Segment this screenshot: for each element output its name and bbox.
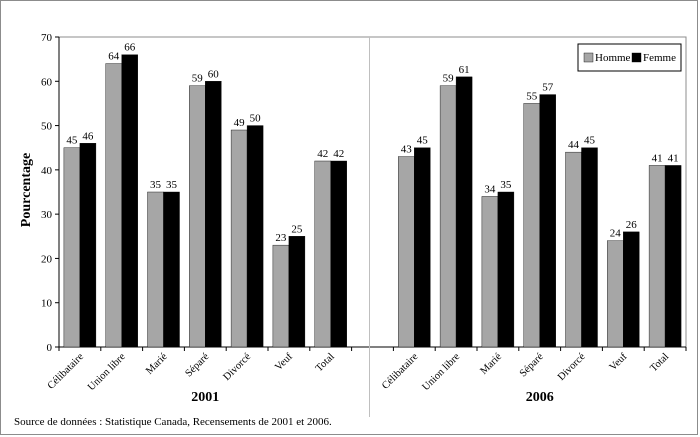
data-label: 45 [417,135,429,147]
bar-homme [230,129,248,348]
legend-box [577,43,682,72]
data-label: 66 [124,42,136,54]
bar-homme [481,196,499,348]
bar-femme [539,94,556,348]
data-label: 49 [234,117,246,129]
data-label: 41 [652,152,663,164]
bar-femme [121,54,138,348]
legend-label-homme: Homme [595,52,631,64]
data-label: 45 [584,135,596,147]
bar-homme [648,165,666,348]
category-label: Marié [479,351,505,377]
data-label: 46 [82,130,94,142]
bar-homme [272,244,290,348]
legend: Homme Femme [577,43,682,72]
data-label: 59 [443,73,455,85]
bar-femme [330,160,347,348]
bar-homme [439,85,457,348]
data-label: 25 [291,223,303,235]
y-tick-label: 10 [41,298,53,310]
data-label: 41 [668,152,679,164]
bar-homme [63,147,81,348]
category-label: Divorcé [556,351,588,383]
data-label: 59 [192,73,204,85]
y-tick-label: 20 [41,253,53,265]
data-label: 61 [459,64,470,76]
bar-femme [288,236,306,348]
bars [63,54,682,348]
data-label: 35 [500,179,512,191]
data-label: 24 [610,228,622,240]
data-label: 42 [317,148,328,160]
source-note: Source de données : Statistique Canada, … [14,416,332,428]
bar-femme [163,191,180,348]
data-label: 26 [626,219,638,231]
bar-femme [414,147,431,348]
data-label: 64 [108,51,120,63]
y-tick-label: 0 [47,342,53,354]
y-tick-label: 70 [41,32,53,44]
data-label: 45 [66,135,78,147]
group-label: 2001 [191,390,219,405]
bar-homme [314,160,331,348]
category-label: Séparé [518,351,546,379]
data-label: 23 [275,232,287,244]
data-label: 60 [208,68,220,80]
category-label: Célibataire [380,351,421,392]
data-labels: 45 46 64 66 35 35 59 60 49 50 23 25 42 42 43 45 59 61 34 35… [66,42,678,244]
category-label: Total [314,351,337,374]
category-label: Divorcé [222,351,254,383]
data-label: 35 [166,179,178,191]
bar-femme [497,191,515,348]
data-label: 34 [484,183,496,195]
category-label: Union libre [420,351,462,393]
data-label: 43 [401,144,413,156]
group-label: 2006 [526,390,554,405]
category-label: Veuf [608,351,630,373]
bar-homme [147,191,164,348]
y-tick-label: 60 [41,76,53,88]
legend-swatch-femme [631,52,642,63]
category-labels: Célibataire Union libre Marié Séparé Divorcé… [46,351,672,405]
bar-femme [205,81,222,348]
bar-femme [79,143,97,348]
category-label: Marié [144,351,170,377]
bar-femme [623,231,640,348]
category-label: Veuf [273,351,295,373]
y-tick-label: 30 [41,209,53,221]
bar-homme [565,151,582,348]
bar-homme [105,63,122,348]
legend-label-femme: Femme [643,52,676,64]
category-label: Célibataire [46,351,87,392]
bar-homme [523,103,540,348]
y-axis-label: Pourcentage [19,153,34,227]
bar-femme [455,76,473,348]
bar-homme [607,240,624,348]
data-label: 50 [250,113,262,125]
data-label: 44 [568,139,580,151]
bar-femme [246,125,264,348]
legend-swatch-homme [583,52,594,63]
bar-homme [398,156,415,348]
category-label: Union libre [86,351,128,393]
data-label: 42 [333,148,344,160]
y-tick-label: 40 [41,165,53,177]
bar-femme [581,147,598,348]
category-label: Total [648,351,671,374]
data-label: 57 [542,82,554,94]
data-label: 55 [526,90,538,102]
data-label: 35 [150,179,162,191]
category-label: Séparé [183,351,211,379]
y-tick-label: 50 [41,121,53,133]
bar-femme [664,165,682,348]
bar-homme [189,85,206,348]
